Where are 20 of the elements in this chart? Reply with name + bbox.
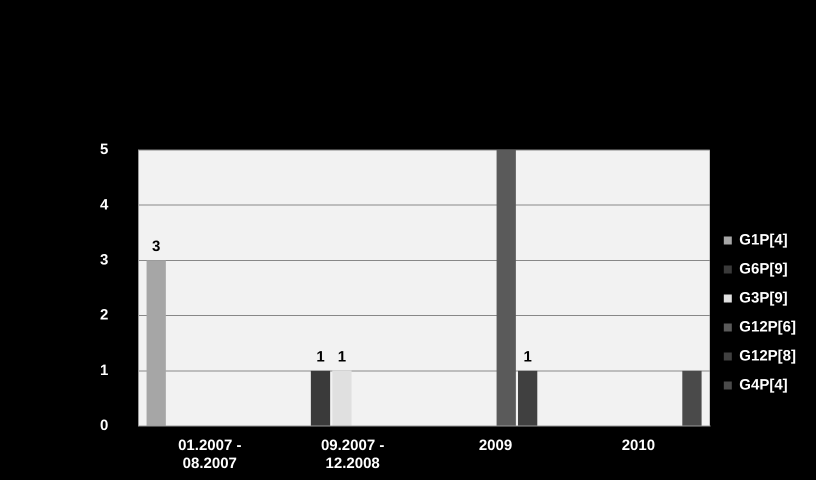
data-label: 1 [523,348,532,366]
x-tick-label: 2010 [622,437,656,454]
legend-label: G1P[4] [739,232,788,249]
y-tick-label: 1 [100,362,108,379]
y-tick-label: 4 [100,196,109,214]
legend-label: G4P[4] [739,376,788,394]
legend-label: G6P[9] [739,260,788,278]
x-tick-label: 2009 [478,437,512,454]
legend-label: G12P[8] [739,348,796,365]
legend-label: G3P[9] [739,290,788,307]
data-label: 1 [316,348,325,366]
x-tick-label: 09.2007 - 12.2008 [320,437,384,472]
y-tick-label: 2 [100,306,108,324]
data-label: 3 [152,238,160,256]
data-label: 1 [338,348,346,366]
y-tick-label: 5 [100,141,108,158]
y-tick-label: 3 [100,252,108,269]
y-tick-label: 0 [100,417,108,434]
x-tick-label: 01.2007 - 08.2007 [178,437,242,472]
legend-label: G12P[6] [739,318,796,336]
